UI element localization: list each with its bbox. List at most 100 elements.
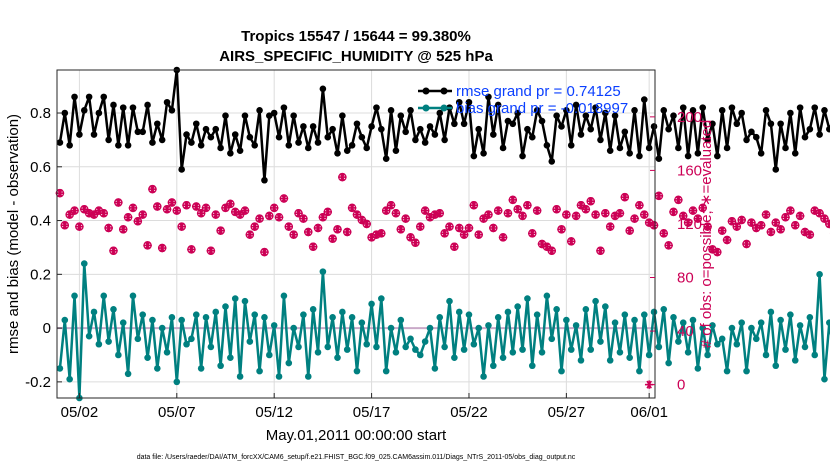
bias-point xyxy=(421,338,429,345)
plot-frame xyxy=(56,69,656,399)
rmse-point xyxy=(66,141,73,149)
rmse-point xyxy=(295,139,302,146)
obs-evaluated-point xyxy=(542,242,552,251)
bias-point xyxy=(514,303,521,310)
rmse-point xyxy=(509,120,517,128)
obs-evaluated-point xyxy=(795,211,805,221)
rmse-point xyxy=(606,147,614,154)
rmse-point xyxy=(402,128,409,136)
rmse-point xyxy=(105,136,112,144)
bias-point xyxy=(343,346,351,353)
rmse-point xyxy=(304,144,312,152)
bias-point xyxy=(110,305,117,313)
obs-evaluated-point xyxy=(489,223,498,233)
chart-title-line1: Tropics 15547 / 15644 = 99.380% xyxy=(241,28,471,45)
rmse-point xyxy=(587,125,595,133)
rmse-point xyxy=(636,152,643,160)
obs-evaluated-point xyxy=(245,230,255,239)
bias-point xyxy=(358,319,366,327)
rmse-point xyxy=(280,104,288,111)
rmse-point xyxy=(290,112,297,120)
bias-point xyxy=(752,335,760,343)
rmse-point xyxy=(314,139,322,146)
bias-point xyxy=(582,305,590,313)
obs-evaluated-point xyxy=(138,210,147,219)
rmse-point xyxy=(124,141,132,149)
obs-evaluated-point xyxy=(815,209,824,218)
obs-evaluated-point xyxy=(274,213,284,222)
rmse-point xyxy=(626,150,633,157)
obs-evaluated-point xyxy=(99,209,108,218)
obs-evaluated-point xyxy=(781,213,790,222)
obs-evaluated-point xyxy=(377,229,386,238)
bias-point xyxy=(801,343,809,351)
obs-evaluated-point xyxy=(820,214,829,223)
bias-point xyxy=(129,292,137,300)
bias-point xyxy=(650,308,658,316)
obs-evaluated-point xyxy=(791,221,800,230)
obs-evaluated-point xyxy=(737,215,746,225)
obs-evaluated-point xyxy=(284,222,293,231)
bias-point xyxy=(636,367,643,375)
obs-evaluated-point xyxy=(177,222,186,231)
rmse-point xyxy=(455,98,463,106)
obs-evaluated-point xyxy=(576,201,586,210)
obs-evaluated-point xyxy=(474,230,483,239)
rmse-point xyxy=(71,93,78,101)
bias-point xyxy=(202,314,210,321)
bias-point xyxy=(757,319,765,327)
rmse-point xyxy=(183,131,190,138)
bias-point xyxy=(314,348,322,356)
obs-evaluated-point xyxy=(630,214,639,223)
rmse-point xyxy=(251,141,259,149)
bias-point xyxy=(709,322,716,329)
rmse-point xyxy=(480,150,487,157)
rmse-point xyxy=(743,136,750,144)
legend-marker-rmse xyxy=(422,87,430,95)
y-tick-label-left: -0.2 xyxy=(25,374,51,391)
bias-point xyxy=(446,297,453,305)
bias-point xyxy=(602,303,609,310)
obs-evaluated-point xyxy=(523,201,532,210)
rmse-point xyxy=(256,107,263,114)
rmse-point xyxy=(236,147,244,154)
rmse-point xyxy=(348,141,356,149)
rmse-point xyxy=(728,104,736,111)
bias-point xyxy=(490,362,497,370)
rmse-point xyxy=(207,133,215,141)
obs-evaluated-point xyxy=(742,239,751,249)
bias-point xyxy=(154,365,161,372)
rmse-point xyxy=(76,131,83,138)
rmse-point xyxy=(168,107,176,114)
obs-evaluated-point xyxy=(396,225,406,234)
obs-evaluated-point xyxy=(240,206,250,215)
obs-evaluated-point xyxy=(654,191,664,201)
rmse-bias-series xyxy=(56,66,830,402)
bias-point xyxy=(553,305,560,313)
bias-point xyxy=(567,346,575,353)
obs-evaluated-point xyxy=(211,210,220,219)
rmse-point xyxy=(460,120,468,128)
bias-point xyxy=(665,359,672,367)
obs-evaluated-point xyxy=(157,243,167,253)
rmse-point xyxy=(392,147,400,154)
legend-label-rmse: rmse grand pr = 0.74125 xyxy=(456,83,621,100)
rmse-point xyxy=(621,128,629,136)
bias-point xyxy=(124,370,132,378)
obs-evaluated-point xyxy=(167,198,177,207)
rmse-point xyxy=(285,141,293,149)
obs-evaluated-point xyxy=(484,210,493,219)
bias-point xyxy=(236,373,244,380)
bias-point xyxy=(168,314,176,321)
bias-point xyxy=(821,375,828,383)
obs-evaluated-point xyxy=(508,195,518,205)
bias-point xyxy=(334,354,341,361)
obs-evaluated-point xyxy=(119,225,128,234)
rmse-point xyxy=(650,123,658,130)
bias-point xyxy=(704,351,711,359)
obs-evaluated-point xyxy=(114,198,123,207)
rmse-point xyxy=(412,136,419,144)
rmse-point xyxy=(714,152,721,160)
obs-evaluated-point xyxy=(683,218,693,227)
rmse-point xyxy=(339,112,346,120)
